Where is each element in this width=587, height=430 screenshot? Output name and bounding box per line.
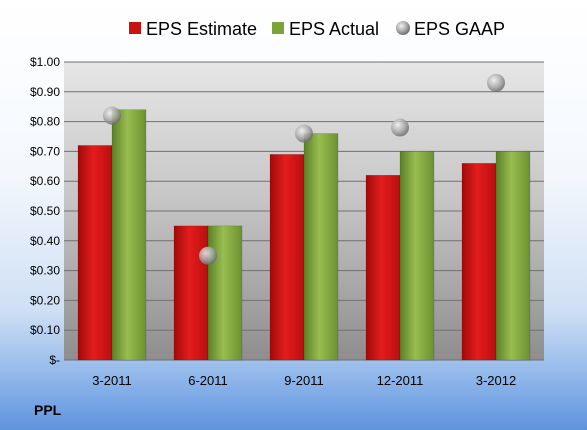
eps-actual-bar [495,151,531,361]
y-tick-label: $0.40 [30,234,60,248]
bars [77,109,531,361]
company-label: PPL [34,402,62,418]
y-tick-label: $1.00 [30,55,60,69]
eps-estimate-bar [461,163,497,361]
legend: EPS Estimate EPS Actual EPS GAAP [129,19,505,39]
x-tick-label: 6-2011 [188,373,228,388]
y-tick-label: $0.80 [30,115,60,129]
legend-swatch [272,22,284,34]
eps-actual-bar [207,225,243,361]
y-tick-label: $0.60 [30,174,60,188]
eps-actual-bar [111,109,147,361]
eps-estimate-bar [365,174,401,361]
y-tick-label: $0.90 [30,85,60,99]
legend-swatch [129,22,141,34]
x-tick-label: 3-2012 [476,373,516,388]
y-tick-label: $0.30 [30,264,60,278]
legend-label: EPS GAAP [414,19,505,39]
eps-estimate-bar [173,225,209,361]
eps-gaap-marker [391,118,409,137]
x-tick-label: 12-2011 [377,373,424,388]
gaap-markers [103,73,505,265]
eps-gaap-marker [199,246,217,265]
eps-gaap-marker [295,124,313,143]
eps-actual-bar [303,133,339,361]
eps-estimate-bar [77,145,113,361]
y-tick-label: $0.50 [30,204,60,218]
x-tick-label: 3-2011 [92,373,132,388]
y-tick-label: $0.20 [30,293,60,307]
legend-gaap-icon [396,21,410,35]
y-tick-label: $0.10 [30,323,60,337]
x-axis-ticks: 3-2011 6-2011 9-2011 12-2011 3-2012 [92,373,516,388]
y-tick-label: $- [49,353,60,367]
legend-label: EPS Actual [289,19,379,39]
y-axis-ticks: $- $0.10 $0.20 $0.30 $0.40 $0.50 $0.60 $0.70 $0.… [30,55,60,367]
eps-actual-bar [399,151,435,361]
eps-gaap-marker [103,106,121,125]
y-tick-label: $0.70 [30,144,60,158]
legend-label: EPS Estimate [146,19,257,39]
eps-gaap-marker [487,73,505,92]
x-tick-label: 9-2011 [284,373,324,388]
eps-estimate-bar [269,154,305,361]
